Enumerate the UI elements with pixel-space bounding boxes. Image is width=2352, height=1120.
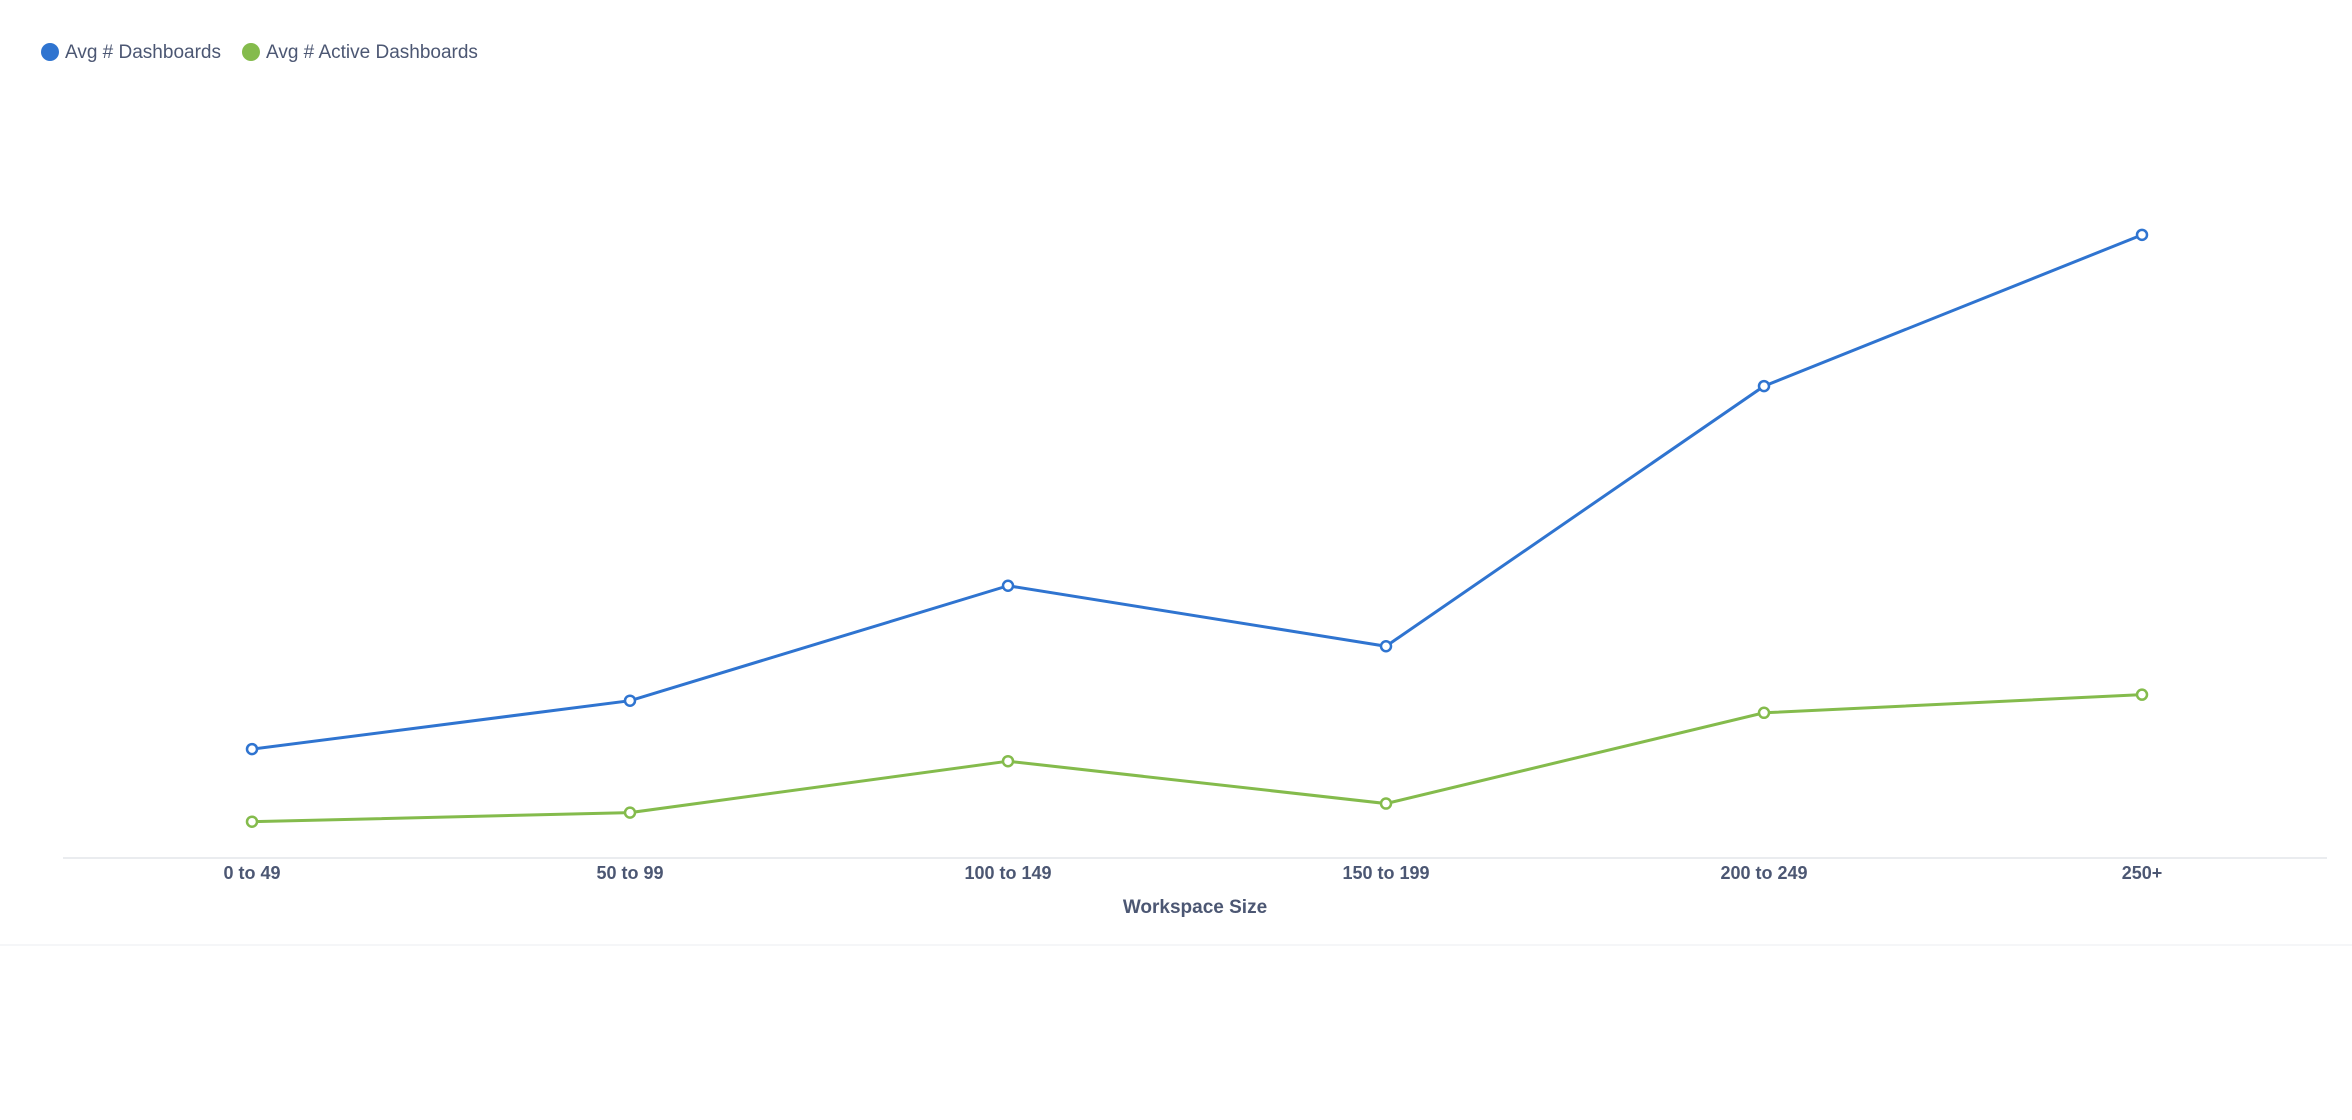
legend-label: Avg # Dashboards [65, 42, 221, 63]
data-point [1379, 640, 1393, 653]
data-point [1379, 797, 1393, 810]
data-point [623, 806, 637, 819]
x-tick-label: 200 to 249 [1720, 863, 1807, 883]
x-tick-label: 50 to 99 [596, 863, 663, 883]
x-tick-label: 0 to 49 [223, 863, 280, 883]
data-point [1757, 706, 1771, 720]
data-point [245, 742, 259, 756]
data-point [245, 815, 259, 828]
series-line [251, 233, 2143, 751]
data-point [1001, 754, 1015, 768]
data-point [623, 694, 637, 707]
data-point [1001, 579, 1015, 592]
data-point [2135, 228, 2149, 242]
legend-swatch [241, 43, 260, 61]
x-axis-title: Workspace Size [1123, 897, 1267, 918]
data-point [1757, 379, 1771, 393]
series-line [251, 693, 2143, 824]
legend-swatch [41, 43, 59, 61]
data-point [2135, 688, 2149, 701]
x-tick-label: 100 to 149 [964, 863, 1051, 883]
x-tick-label: 150 to 199 [1342, 863, 1429, 883]
x-tick-label: 250+ [2122, 863, 2163, 883]
legend-label: Avg # Active Dashboards [266, 42, 478, 63]
